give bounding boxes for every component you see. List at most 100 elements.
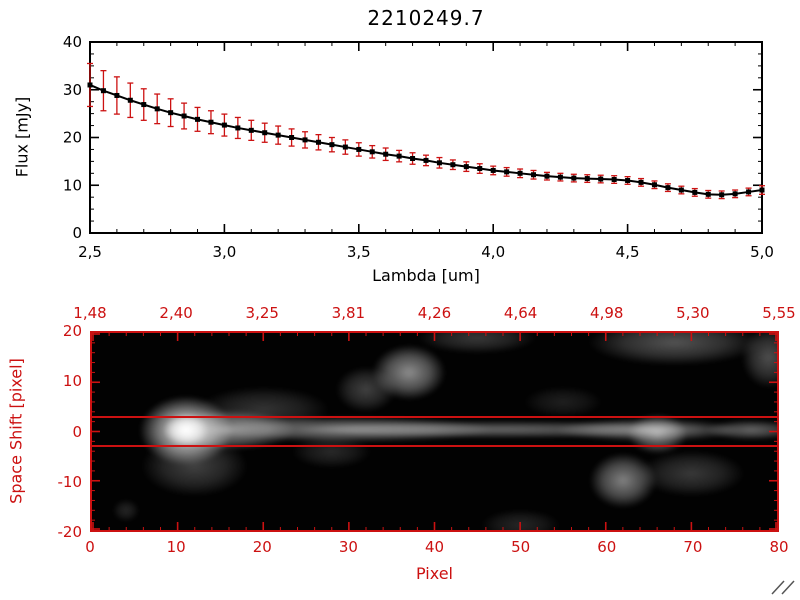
emission-blob: [691, 417, 777, 443]
emission-blob: [160, 412, 538, 447]
data-marker: [557, 174, 563, 180]
data-marker: [315, 139, 321, 145]
y-tick-label: 40: [63, 33, 82, 51]
wavelength-tick-label: 2,40: [159, 304, 193, 322]
space-shift-axis-label: Space Shift [pixel]: [6, 358, 26, 504]
data-marker: [181, 113, 187, 119]
data-marker: [463, 164, 469, 170]
wavelength-tick-label: 5,55: [762, 304, 796, 322]
data-marker: [544, 173, 550, 179]
data-marker: [262, 130, 268, 136]
wavelength-tick-label: 3,81: [331, 304, 366, 322]
data-marker: [611, 177, 617, 183]
data-marker: [625, 177, 631, 183]
data-marker: [517, 170, 523, 176]
space-shift-tick-label: -10: [57, 472, 83, 491]
data-marker: [423, 157, 429, 163]
pixel-tick-label: 40: [424, 538, 445, 556]
space-shift-tick-label: -20: [57, 523, 83, 541]
x-tick-label: 2,5: [78, 243, 102, 261]
emission-blob: [109, 495, 144, 526]
wavelength-tick-label: 3,25: [245, 304, 279, 322]
data-marker: [195, 116, 201, 122]
data-marker: [289, 135, 295, 140]
data-marker: [383, 151, 389, 157]
aperture-line: [92, 415, 777, 418]
data-marker: [302, 137, 308, 143]
data-marker: [235, 125, 241, 131]
data-marker: [221, 122, 227, 128]
space-shift-tick-label: 10: [62, 372, 82, 391]
emission-blob: [400, 333, 555, 358]
space-shift-tick-label: 0: [72, 422, 82, 441]
emission-blob: [280, 429, 384, 473]
x-tick-label: 4,5: [616, 243, 640, 261]
data-marker: [87, 82, 93, 88]
spectrum-plot: 2,5 3,0 3,5 4,0 4,5 5,0 0 10 20 30 40: [63, 33, 774, 261]
lambda-axis-label: Lambda [um]: [372, 266, 480, 285]
data-marker: [477, 166, 483, 172]
pixel-tick-label: 60: [597, 538, 617, 556]
data-marker: [638, 179, 644, 185]
data-marker: [369, 149, 375, 155]
data-marker: [705, 191, 711, 197]
pixel-tick-label: 30: [338, 538, 358, 556]
x-tick-label: 3,5: [347, 243, 371, 261]
space-shift-tick-labels: 20 10 0 -10 -20: [36, 322, 84, 541]
y-tick-label: 10: [63, 176, 82, 194]
data-marker: [746, 189, 752, 195]
data-marker: [329, 142, 335, 148]
data-marker: [100, 88, 106, 94]
corner-hatch-mark: [771, 580, 795, 595]
data-marker: [759, 187, 765, 193]
x-tick-label: 4,0: [481, 243, 505, 261]
pixel-tick-label: 10: [166, 538, 186, 556]
data-marker: [531, 172, 537, 178]
flux-axis-label: Flux [mJy]: [12, 96, 32, 178]
data-marker: [342, 144, 348, 150]
data-marker: [396, 153, 402, 159]
data-marker: [436, 160, 442, 166]
wavelength-tick-label: 4,26: [417, 304, 452, 322]
pixel-tick-labels: 0 10 20 30 40 50 60 70 80: [85, 538, 788, 558]
emission-blob: [126, 426, 264, 506]
x-tick-label: 5,0: [750, 243, 774, 261]
spectrum-line: [89, 84, 763, 196]
emission-blob: [562, 333, 777, 373]
data-marker: [678, 187, 684, 193]
emission-blob: [361, 336, 456, 408]
data-marker: [168, 110, 174, 116]
wavelength-tick-label: 5,30: [676, 304, 710, 322]
data-marker: [356, 146, 362, 152]
x-tick-label: 3,0: [212, 243, 236, 261]
emission-blob: [622, 443, 760, 503]
wavelength-tick-label: 1,48: [73, 304, 107, 322]
data-marker: [208, 119, 214, 125]
data-marker: [719, 192, 725, 198]
data-marker: [141, 102, 147, 108]
data-marker: [732, 191, 738, 197]
emission-blob: [580, 445, 666, 517]
data-marker: [127, 97, 133, 103]
data-marker: [598, 176, 604, 182]
spectrum-plot-frame: [89, 41, 763, 234]
emission-blob: [511, 382, 615, 422]
pixel-tick-label: 50: [511, 538, 531, 556]
plot-title: 2210249.7: [367, 6, 485, 30]
data-marker: [114, 92, 120, 98]
pixel-tick-label: 70: [683, 538, 703, 556]
emission-blob: [734, 333, 777, 398]
data-marker: [410, 156, 416, 162]
emission-blob: [327, 360, 405, 420]
data-marker: [154, 106, 160, 112]
pixel-tick-label: 0: [85, 538, 95, 556]
data-marker: [504, 169, 510, 175]
emission-blob: [177, 379, 349, 439]
data-marker: [692, 189, 698, 195]
y-tick-label: 30: [63, 81, 82, 99]
image-axis-ticks: [92, 333, 777, 530]
wavelength-top-axis-labels: 1,48 2,40 3,25 3,81 4,26 4,64 4,98 5,30 5,55: [73, 304, 795, 324]
aperture-line: [92, 445, 777, 448]
data-marker: [584, 176, 590, 182]
